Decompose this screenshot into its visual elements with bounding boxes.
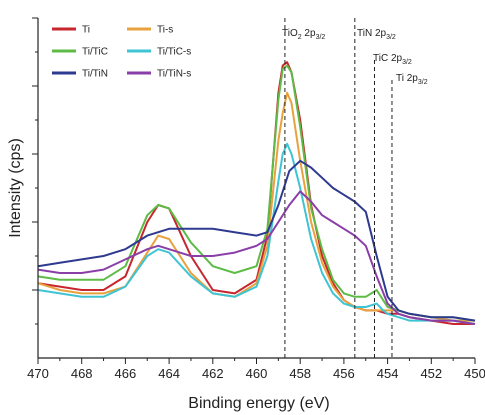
x-tick-label: 458 (289, 366, 311, 381)
legend-label: Ti (82, 25, 90, 36)
x-tick-label: 452 (420, 366, 442, 381)
x-tick-label: 468 (71, 366, 93, 381)
legend-label: Ti-s (157, 25, 173, 36)
annotation-label-ti: Ti 2p3/2 (396, 73, 428, 86)
legend-label: Ti/TiN (82, 69, 108, 80)
legend: Ti Ti-s Ti/TiC Ti/TiC-s Ti/TiN Ti/TiN-s (52, 25, 191, 80)
x-axis-title: Binding energy (eV) (188, 395, 329, 412)
peak-annotations: TiO2 2p3/2 TiN 2p3/2 TiC 2p3/2 Ti 2p3/2 (282, 18, 428, 358)
x-tick-label: 450 (464, 366, 485, 381)
series-line-ti-tic (37, 64, 476, 322)
annotation-label-tic: TiC 2p3/2 (373, 53, 412, 66)
series-line-ti-s (37, 91, 475, 322)
x-tick-label: 462 (202, 366, 224, 381)
x-tick-label: 464 (158, 366, 180, 381)
y-axis-title: Intensity (cps) (7, 138, 24, 238)
plot-area (37, 61, 476, 325)
legend-label: Ti/TiC (82, 47, 108, 58)
annotation-label-tin: TiN 2p3/2 (357, 28, 396, 41)
x-tick-label: 456 (333, 366, 355, 381)
series-line-ti-tin (37, 159, 476, 322)
legend-label: Ti/TiN-s (157, 69, 191, 80)
series-line-ti-tin-s (37, 190, 476, 325)
x-tick-label: 466 (115, 366, 137, 381)
annotation-label-tio: TiO2 2p3/2 (282, 28, 325, 41)
x-tick-label: 460 (246, 366, 268, 381)
legend-label: Ti/TiC-s (157, 47, 191, 58)
series-line-ti-tic-s (37, 142, 476, 325)
x-tick-label: 454 (377, 366, 399, 381)
x-tick-label: 470 (27, 366, 49, 381)
axes: 470 468 466 464 462 460 458 456 454 452 450 (27, 17, 485, 381)
